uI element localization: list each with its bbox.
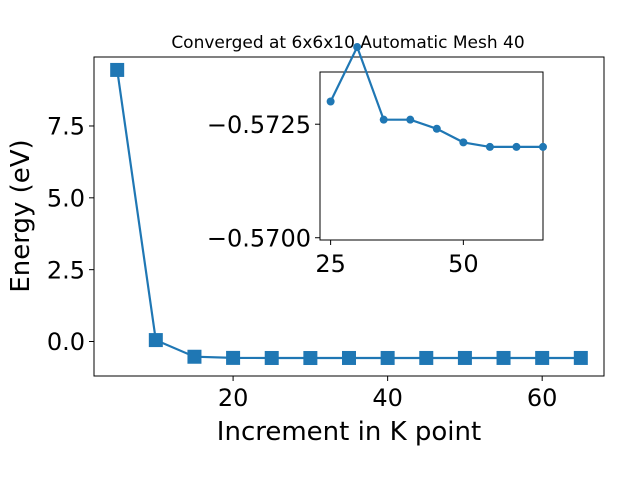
- main-series: [110, 62, 588, 366]
- inset-y-tick-label: −0.5725: [207, 111, 311, 139]
- main-data-point: [110, 62, 125, 77]
- inset-data-point: [326, 97, 335, 106]
- inset-plot-frame: [319, 71, 544, 241]
- main-y-tick-label: 2.5: [47, 256, 85, 284]
- inset-data-point: [406, 115, 415, 124]
- inset-data-point: [379, 115, 388, 124]
- main-y-tick-label: 7.5: [47, 113, 85, 141]
- main-data-point: [303, 351, 318, 366]
- main-y-tick-label: 0.0: [47, 328, 85, 356]
- main-data-point: [380, 350, 395, 365]
- main-data-point: [226, 350, 241, 365]
- main-data-point: [342, 350, 356, 365]
- main-data-point: [535, 350, 550, 365]
- inset-x-tick-label: 50: [448, 250, 479, 278]
- main-plot-frame: [93, 56, 605, 377]
- inset-x-tick-label: 25: [315, 250, 346, 278]
- inset-data-point: [353, 43, 362, 52]
- inset-data-point: [512, 142, 521, 151]
- inset-series: [326, 43, 547, 151]
- main-axis-ticks: 20 40 60 0.0 2.5 5.0 7.5: [47, 113, 558, 412]
- main-x-tick-label: 20: [218, 384, 249, 412]
- main-data-point: [148, 333, 163, 348]
- inset-data-point: [459, 138, 468, 147]
- inset-data-point: [539, 142, 547, 151]
- x-axis-label: Increment in K point: [217, 417, 481, 447]
- inset-data-point: [485, 142, 494, 151]
- main-data-point: [187, 349, 202, 364]
- main-data-point: [419, 350, 434, 365]
- inset-data-point: [432, 124, 441, 133]
- main-x-tick-label: 40: [372, 384, 403, 412]
- inset-y-tick-label: −0.5700: [207, 224, 311, 252]
- inset-axis-ticks: 25 50 −0.5725 −0.5700: [207, 111, 479, 278]
- y-axis-label: Energy (eV): [6, 139, 36, 292]
- chart-title: Converged at 6x6x10 Automatic Mesh 40: [171, 33, 524, 53]
- main-data-point: [264, 350, 279, 365]
- main-y-tick-label: 5.0: [47, 184, 85, 212]
- main-data-point: [457, 350, 472, 365]
- main-data-point: [496, 350, 511, 365]
- main-series-line: [116, 69, 581, 360]
- main-x-tick-label: 60: [527, 384, 558, 412]
- main-data-point: [573, 350, 588, 365]
